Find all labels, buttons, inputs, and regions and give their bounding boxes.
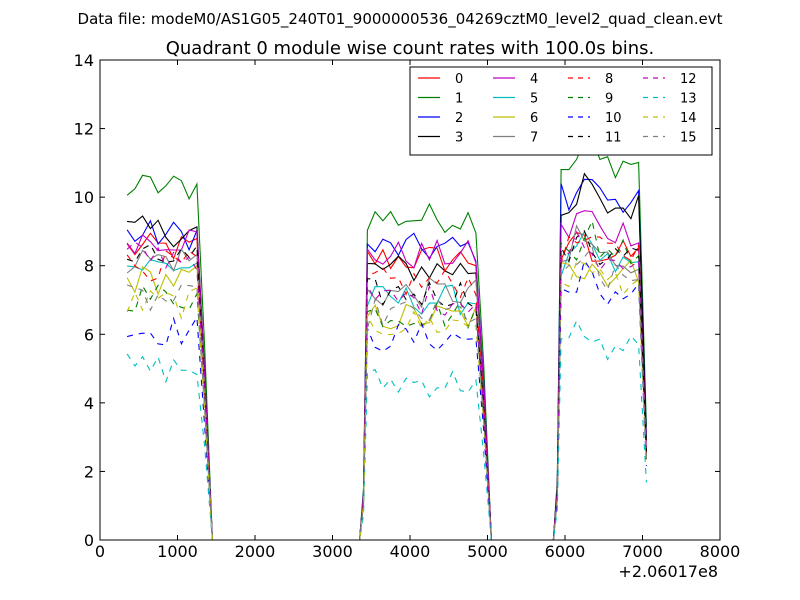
y-tick-label: 14: [74, 51, 94, 70]
x-tick-label: 3000: [312, 542, 353, 561]
x-tick-label: 1000: [157, 542, 198, 561]
legend-label-8: 8: [605, 72, 613, 87]
y-tick-label: 2: [84, 462, 94, 481]
x-tick-label: 7000: [622, 542, 663, 561]
legend-label-12: 12: [680, 72, 697, 87]
legend-label-3: 3: [455, 131, 463, 146]
y-tick-label: 8: [84, 257, 94, 276]
chart-title: Quadrant 0 module wise count rates with …: [166, 38, 655, 59]
x-tick-label: 4000: [390, 542, 431, 561]
legend-label-0: 0: [455, 72, 463, 87]
series-lines: [126, 137, 647, 541]
series-line-6: [126, 259, 647, 541]
x-tick-label: 8000: [700, 542, 741, 561]
legend-label-10: 10: [605, 111, 622, 126]
x-tick-label: 2000: [235, 542, 276, 561]
y-tick-label: 10: [74, 188, 94, 207]
legend-label-13: 13: [680, 92, 697, 107]
y-tick-label: 12: [74, 120, 94, 139]
legend-label-2: 2: [455, 111, 463, 126]
legend-label-1: 1: [455, 92, 463, 107]
series-line-13: [126, 319, 647, 541]
y-tick-label: 0: [84, 531, 94, 550]
series-line-14: [126, 260, 647, 541]
x-axis-tick-labels: 0 1000 2000 3000 4000 5000 6000 7000 8000: [95, 542, 740, 561]
figure-suptitle: Data file: modeM0/AS1G05_240T01_90000005…: [78, 10, 723, 29]
legend-label-11: 11: [605, 131, 622, 146]
legend-label-9: 9: [605, 92, 613, 107]
series-line-4: [126, 210, 647, 541]
series-line-8: [126, 235, 647, 541]
x-tick-label: 6000: [545, 542, 586, 561]
legend-label-5: 5: [530, 92, 538, 107]
y-axis-tick-labels: 0 2 4 6 8 10 12 14: [74, 51, 94, 550]
y-tick-label: 4: [84, 394, 94, 413]
series-line-12: [126, 230, 647, 541]
legend-label-6: 6: [530, 111, 538, 126]
series-line-2: [126, 178, 647, 541]
x-tick-label: 5000: [467, 542, 508, 561]
series-line-15: [126, 245, 647, 541]
legend-label-7: 7: [530, 131, 538, 146]
axis-ticks: [99, 59, 721, 541]
x-tick-label: 0: [95, 542, 105, 561]
x-axis-offset-label: +2.06017e8: [618, 562, 718, 581]
legend-label-15: 15: [680, 131, 697, 146]
legend-label-14: 14: [680, 111, 697, 126]
y-tick-label: 6: [84, 325, 94, 344]
legend-frame: [409, 66, 713, 156]
series-line-11: [126, 229, 647, 541]
legend-label-4: 4: [530, 72, 538, 87]
series-line-5: [127, 230, 647, 541]
